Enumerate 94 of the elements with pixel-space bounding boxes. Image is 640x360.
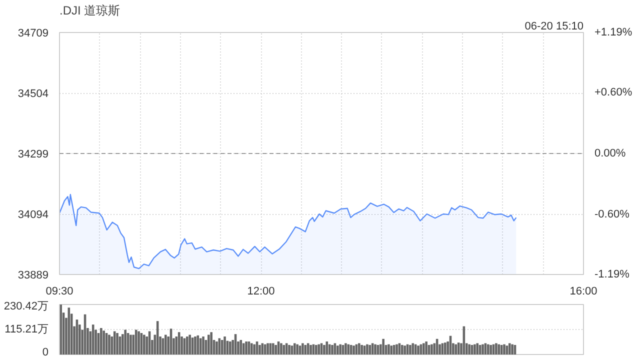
bar [374, 344, 376, 354]
bar [474, 344, 476, 354]
bar [454, 344, 458, 354]
bar [347, 344, 350, 354]
bar [138, 331, 140, 354]
bar [360, 344, 363, 354]
bar [210, 332, 212, 354]
x-tick-label: 09:30 [46, 286, 74, 298]
bar [339, 344, 342, 354]
bar [331, 344, 334, 354]
bar [272, 343, 274, 354]
bar [186, 336, 188, 354]
bar [294, 343, 296, 354]
bar [430, 344, 433, 354]
bar [202, 336, 204, 354]
bar [194, 336, 196, 354]
y2-tick-label: -1.19% [594, 268, 630, 280]
bar [388, 344, 390, 354]
y-tick-label: 230.42万 [4, 300, 49, 312]
bar [258, 344, 261, 354]
bar [130, 334, 132, 354]
bar [280, 343, 282, 354]
bar [245, 341, 248, 354]
bar [468, 344, 470, 354]
bar [314, 344, 318, 354]
bar [482, 344, 484, 354]
bar [274, 344, 277, 354]
bar [366, 344, 368, 354]
bar [352, 346, 355, 354]
bar [400, 344, 404, 354]
bar [422, 343, 425, 354]
bar [288, 344, 290, 354]
y2-tick-label: 0.00% [594, 148, 626, 160]
bar [498, 344, 500, 354]
x-tick-label: 12:00 [247, 286, 275, 298]
bar [122, 334, 124, 354]
bar [253, 344, 256, 354]
bar [486, 344, 490, 354]
bar [250, 343, 253, 354]
y2-tick-label: -0.60% [594, 208, 630, 221]
bar [282, 344, 286, 354]
chart-title: .DJI 道琼斯 [60, 4, 120, 18]
y2-tick-label: +0.60% [594, 86, 632, 98]
bar [323, 344, 326, 354]
bar [188, 334, 191, 354]
bar [304, 344, 307, 354]
y2-tick-label: +1.19% [594, 26, 632, 38]
bar [503, 344, 506, 354]
bar [266, 343, 269, 354]
bar [495, 343, 498, 354]
bar [208, 334, 210, 354]
bar [368, 344, 372, 354]
bar [296, 344, 298, 354]
y-tick-label: 34504 [18, 88, 49, 100]
bar [344, 343, 347, 354]
bar [425, 341, 428, 354]
y-tick-label: 33889 [18, 270, 49, 282]
bar [409, 344, 412, 354]
bar [336, 346, 339, 354]
bar [326, 341, 328, 354]
bar [412, 343, 414, 354]
bar [116, 333, 118, 354]
bar [108, 334, 110, 354]
bar [180, 336, 183, 354]
bar [490, 344, 492, 354]
bar [102, 330, 105, 354]
bar [390, 346, 393, 354]
bar [404, 346, 406, 354]
bar [229, 341, 232, 354]
bar [100, 328, 102, 354]
bar [302, 343, 304, 354]
bar [417, 346, 420, 354]
y-tick-label: 0 [42, 346, 49, 358]
bar [216, 341, 218, 354]
bar [444, 342, 446, 354]
y-tick-label: 34299 [18, 148, 49, 160]
bar [476, 343, 479, 354]
bar [164, 334, 167, 354]
bar [143, 334, 146, 354]
bar [396, 344, 398, 354]
bar [358, 343, 360, 354]
bar [382, 338, 384, 354]
bar [310, 344, 312, 354]
y-tick-label: 34709 [18, 28, 49, 40]
bar [224, 336, 226, 354]
bar [318, 344, 320, 354]
x-tick-label: 16:00 [570, 286, 598, 298]
y-tick-label: 115.21万 [4, 324, 48, 336]
bar [511, 344, 514, 354]
bar [433, 343, 436, 354]
bar [508, 343, 511, 354]
text: 06-20 15:10 [524, 20, 584, 32]
y-tick-label: 34094 [18, 209, 49, 221]
bar [124, 330, 126, 354]
